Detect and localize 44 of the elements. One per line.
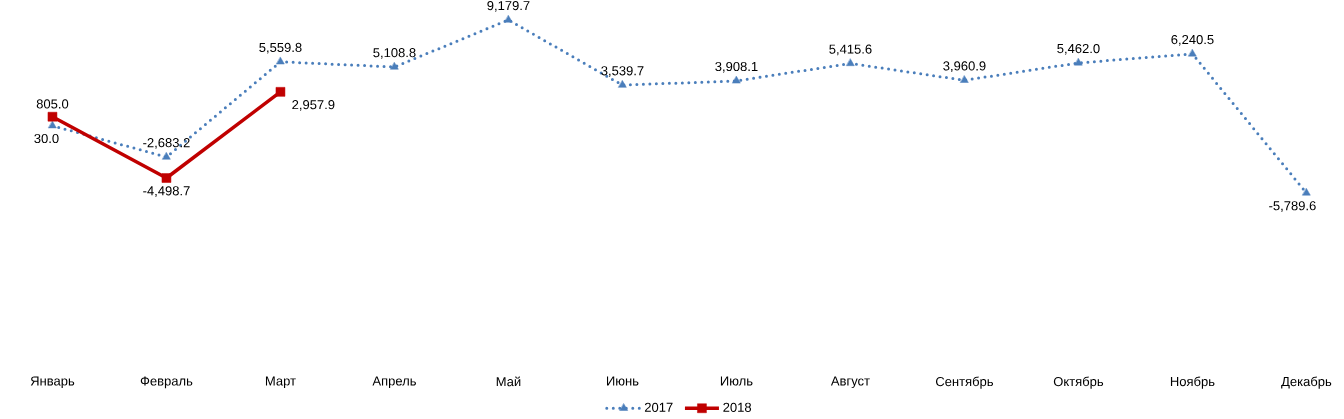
x-tick-label: Апрель (372, 376, 416, 389)
point (48, 121, 57, 129)
point (162, 152, 171, 160)
x-tick-label: Май (496, 376, 521, 387)
x-tick-label: Сентябрь (935, 376, 994, 389)
x-tick-label: Ноябрь (1170, 376, 1215, 389)
data-label: -4,498.7 (143, 186, 190, 198)
x-tick-label: Декабрь (1281, 376, 1332, 389)
data-label: -2,683.2 (143, 138, 190, 149)
legend-label: 2018 (723, 402, 752, 413)
data-label: 3,960.9 (943, 61, 986, 73)
x-tick-label: Август (830, 376, 870, 389)
data-label: 5,559.8 (259, 42, 302, 54)
x-tick-label: Февраль (140, 376, 193, 389)
legend-label: 2017 (644, 402, 673, 413)
data-label: 2,957.9 (292, 100, 335, 111)
point (276, 57, 285, 65)
x-tick-label: Март (265, 376, 296, 389)
point (161, 173, 172, 183)
x-tick-label: Июнь (606, 376, 639, 386)
point (504, 15, 513, 23)
x-tick-label: Октябрь (1053, 376, 1104, 389)
data-label: 6,240.5 (1171, 35, 1214, 46)
point (732, 76, 741, 84)
data-label: 805.0 (36, 99, 69, 109)
data-label: 9,179.7 (487, 1, 530, 12)
data-label: 30.0 (34, 133, 59, 144)
point (618, 80, 627, 88)
point (1074, 58, 1083, 66)
point (275, 87, 286, 97)
point (47, 112, 58, 122)
data-label: 5,415.6 (829, 44, 872, 56)
x-tick-label: Июль (720, 376, 753, 386)
data-label: -5,789.6 (1269, 201, 1316, 212)
data-label: 5,462.0 (1057, 44, 1100, 55)
point (390, 62, 399, 70)
data-label: 5,108.8 (373, 48, 416, 59)
point (846, 58, 855, 67)
point (1188, 49, 1197, 57)
point (960, 75, 969, 83)
point (1302, 188, 1311, 196)
x-tick-label: Январь (30, 376, 75, 389)
data-label: 3,908.1 (715, 62, 758, 73)
data-label: 3,539.7 (601, 66, 644, 78)
